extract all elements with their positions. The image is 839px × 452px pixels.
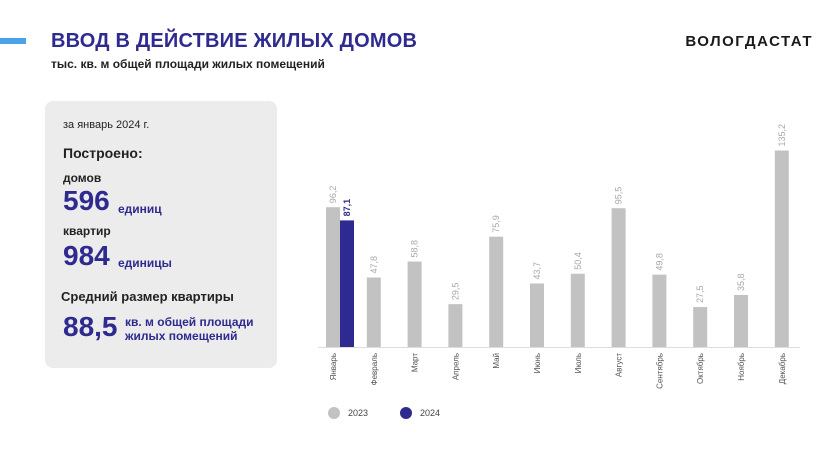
- houses-unit: единиц: [118, 202, 162, 216]
- bar-2023-1: [326, 207, 340, 347]
- bar-2023-12: [774, 150, 789, 347]
- data-label-2023-1: 96,2: [328, 186, 338, 204]
- bar-2023-3: [407, 261, 422, 347]
- legend-label-2024: 2024: [420, 408, 441, 418]
- x-tick-label-8: Август: [615, 353, 624, 377]
- data-label-2023-2: 47,8: [369, 256, 379, 274]
- data-label-2024-1: 87,1: [342, 199, 352, 217]
- legend-swatch-2024: [400, 407, 412, 419]
- avg-size-unit: кв. м общей площади жилых помещений: [125, 315, 254, 343]
- x-tick-label-10: Октябрь: [696, 353, 705, 384]
- x-tick-label-4: Апрель: [451, 353, 460, 380]
- legend-item-2024: 2024: [400, 407, 440, 419]
- x-tick-label-7: Июль: [574, 353, 583, 373]
- avg-size-value: 88,5: [63, 311, 118, 342]
- accent-bar: [0, 38, 26, 44]
- page-subtitle: тыс. кв. м общей площади жилых помещений: [51, 57, 325, 71]
- bar-2023-4: [448, 304, 463, 347]
- legend-item-2023: 2023: [328, 407, 368, 419]
- built-label: Построено:: [63, 145, 143, 161]
- summary-panel: за январь 2024 г. Построено: домов 596 е…: [45, 101, 277, 368]
- x-tick-label-3: Март: [411, 353, 420, 372]
- houses-value: 596: [63, 185, 110, 216]
- bar-2023-9: [652, 274, 667, 347]
- data-label-2023-10: 27,5: [695, 286, 705, 304]
- flats-value: 984: [63, 240, 110, 271]
- legend-label-2023: 2023: [348, 408, 369, 418]
- x-tick-label-2: Февраль: [370, 353, 379, 386]
- x-tick-label-1: Январь: [329, 353, 338, 380]
- data-label-2023-7: 50,4: [573, 252, 583, 270]
- x-tick-label-12: Декабрь: [778, 353, 787, 384]
- bar-2023-6: [530, 283, 544, 347]
- bar-2023-7: [570, 273, 585, 347]
- data-label-2023-9: 49,8: [654, 253, 664, 271]
- bar-2023-2: [366, 277, 381, 347]
- data-label-2023-6: 43,7: [532, 262, 542, 280]
- bar-2023-11: [734, 294, 748, 347]
- bar-2023-10: [693, 307, 708, 347]
- x-tick-label-6: Июнь: [533, 353, 542, 373]
- bar-2023-8: [611, 208, 626, 347]
- brand-logo: ВОЛОГДАСТАТ: [685, 33, 813, 50]
- x-tick-label-5: Май: [492, 353, 501, 369]
- page-title: ВВОД В ДЕЙСТВИЕ ЖИЛЫХ ДОМОВ: [51, 30, 418, 52]
- flats-unit: единицы: [118, 256, 172, 270]
- data-label-2023-12: 135,2: [777, 124, 787, 147]
- data-label-2023-5: 75,9: [491, 215, 501, 233]
- x-tick-label-11: Ноябрь: [737, 353, 746, 381]
- bar-2023-5: [489, 236, 504, 347]
- avg-size-label: Средний размер квартиры: [61, 289, 234, 304]
- data-label-2023-11: 35,8: [736, 273, 746, 291]
- data-label-2023-4: 29,5: [450, 283, 460, 301]
- flats-label: квартир: [63, 224, 111, 238]
- period-label: за январь 2024 г.: [63, 119, 150, 131]
- data-label-2023-3: 58,8: [410, 240, 420, 258]
- bar-2024-1: [340, 220, 354, 347]
- x-tick-label-9: Сентябрь: [655, 353, 664, 389]
- data-label-2023-8: 95,5: [614, 187, 624, 205]
- bar-chart: 96,2 87,1 Январь 47,8 Февраль 58,8 Март 29,5 Апр…: [318, 124, 800, 389]
- legend-swatch-2023: [328, 407, 340, 419]
- houses-label: домов: [63, 171, 102, 185]
